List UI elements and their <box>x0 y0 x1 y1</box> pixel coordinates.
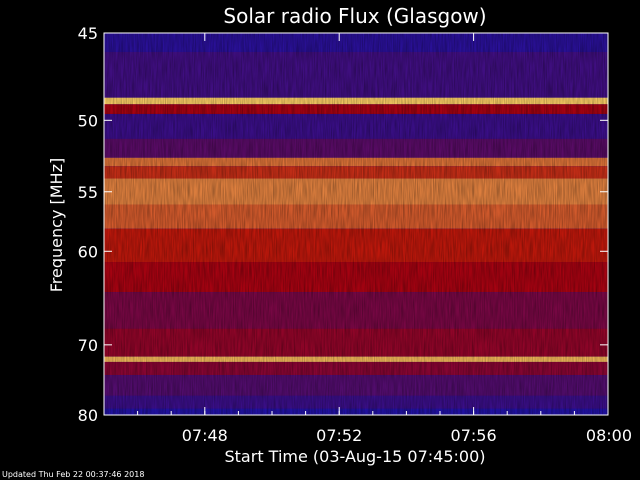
y-tick-label: 80 <box>78 406 98 425</box>
x-axis: 07:48 07:52 07:56 08:00 <box>103 33 632 445</box>
y-axis: 45 50 55 60 70 80 <box>78 24 608 425</box>
y-tick-label: 55 <box>78 183 98 202</box>
chart-title: Solar radio Flux (Glasgow) <box>223 4 486 28</box>
y-axis-label: Frequency [MHz] <box>47 158 66 292</box>
x-tick-label: 07:48 <box>182 426 228 445</box>
y-tick-label: 70 <box>78 336 98 355</box>
y-tick-label: 60 <box>78 242 98 261</box>
x-tick-label: 07:56 <box>451 426 497 445</box>
y-tick-label: 45 <box>78 24 98 43</box>
x-tick-label: 08:00 <box>586 426 632 445</box>
x-axis-label: Start Time (03-Aug-15 07:45:00) <box>225 447 486 466</box>
plot-frame <box>103 32 609 416</box>
y-tick-label: 50 <box>78 111 98 130</box>
noise-texture <box>104 33 608 415</box>
x-tick-label: 07:52 <box>316 426 362 445</box>
updated-timestamp: Updated Thu Feb 22 00:37:46 2018 <box>2 470 145 479</box>
plot-area <box>103 32 609 416</box>
